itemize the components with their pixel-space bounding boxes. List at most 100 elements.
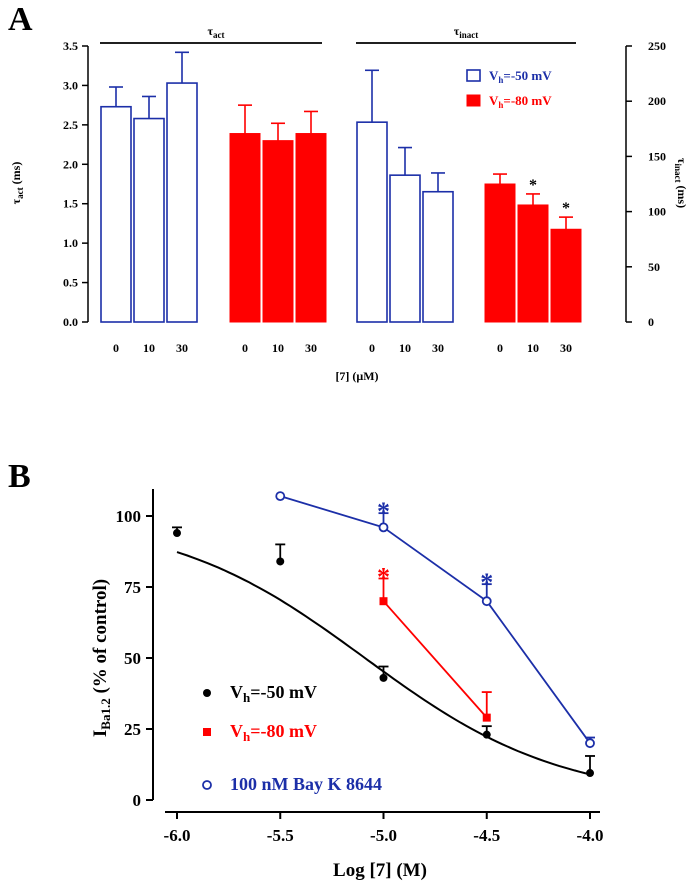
- b-x-tick-label: -4.0: [577, 826, 604, 845]
- data-point: [202, 780, 212, 790]
- legend-label-main: 100 nM Bay K 8644: [230, 774, 382, 794]
- panel-a-left-axis: 0.0 0.5 1.0 1.5 2.0 2.5 3.0 3.5: [63, 39, 89, 329]
- panel-b-xlabel: Log [7] (M): [333, 860, 427, 881]
- panel-a-left-ylabel: τact (ms): [9, 162, 25, 205]
- panel-b-y-ticks: 0 25 50 75 100: [116, 507, 153, 810]
- legend-label: Vh=-50 mV: [230, 682, 317, 705]
- a-left-tick-label: 0.0: [63, 315, 78, 329]
- a-xtick-label: 0: [497, 341, 503, 355]
- a-left-tick-label: 2.5: [63, 118, 78, 132]
- panel-a-legend: Vh=-50 mV Vh=-80 mV: [466, 68, 552, 110]
- a-left-tick-label: 0.5: [63, 276, 78, 290]
- legend-item: Vh=-80 mV: [203, 721, 317, 744]
- data-point: [173, 529, 181, 538]
- a-xtick-label: 10: [399, 341, 411, 355]
- legend-item-vh-50: Vh=-50 mV: [466, 68, 552, 85]
- b-y-tick-label: 50: [124, 649, 141, 668]
- panel-a: A 0.00.51.01.52.02.53.03.5 0501001502002…: [8, 1, 689, 383]
- a-xtick-label: 10: [527, 341, 539, 355]
- legend-swatch-filled: [466, 94, 481, 107]
- a-left-tick-label: 1.5: [63, 197, 78, 211]
- bar: [262, 140, 294, 323]
- a-right-tick-label: 0: [648, 315, 654, 329]
- b-x-tick-label: -5.0: [370, 826, 397, 845]
- b-x-tick-label: -5.5: [267, 826, 294, 845]
- bar: [389, 174, 421, 323]
- a-left-tick-label: 3.0: [63, 78, 78, 92]
- legend-label-main: V: [230, 682, 243, 702]
- legend-item-vh-80: Vh=-80 mV: [466, 93, 552, 110]
- significance-star: *: [529, 177, 537, 194]
- tau-act-group-label: τact: [207, 24, 224, 40]
- panel-b-plot: * * *: [172, 491, 595, 778]
- bar: [295, 133, 327, 323]
- legend-label-sub: h: [243, 690, 251, 705]
- significance-star: *: [562, 200, 570, 217]
- data-point: [378, 522, 389, 533]
- a-xtick-label: 0: [242, 341, 248, 355]
- a-xtick-label: 10: [272, 341, 284, 355]
- b-y-tick-label: 100: [116, 507, 142, 526]
- legend-label-vh-50: Vh=-50 mV: [489, 68, 552, 85]
- significance-star: *: [480, 568, 493, 597]
- significance-star: *: [377, 562, 390, 591]
- panel-b-letter: B: [8, 458, 31, 495]
- data-point: [482, 730, 491, 739]
- a-left-tick-label: 3.5: [63, 39, 78, 53]
- b-y-tick-label: 25: [124, 720, 141, 739]
- data-point: [586, 769, 594, 778]
- panel-a-right-ylabel: τinact (ms): [673, 158, 689, 208]
- a-xtick-label: 30: [560, 341, 572, 355]
- data-point: [276, 557, 285, 566]
- data-point: [379, 673, 388, 682]
- bar: [229, 133, 261, 323]
- panel-a-right-axis: 0 50 100 150 200 250: [625, 39, 666, 329]
- panel-a-letter: A: [8, 1, 33, 38]
- data-point: [203, 728, 211, 736]
- bar: [422, 190, 454, 323]
- bar: [356, 121, 388, 323]
- panel-a-xlabel: [7] (μM): [335, 369, 378, 383]
- a-left-tick-label: 1.0: [63, 236, 78, 250]
- legend-item: 100 nM Bay K 8644: [202, 774, 382, 794]
- a-right-tick-label: 250: [648, 39, 666, 53]
- a-right-tick-label: 50: [648, 260, 660, 274]
- series-line: [280, 495, 591, 744]
- a-xtick-label: 30: [305, 341, 317, 355]
- b-y-tick-label: 0: [133, 791, 142, 810]
- bar: [100, 105, 132, 323]
- legend-label-rest: =-80 mV: [250, 721, 317, 741]
- a-xtick-label: 10: [143, 341, 155, 355]
- panel-a-bars: **: [100, 51, 582, 323]
- a-right-tick-label: 200: [648, 94, 666, 108]
- panel-b: B 0 25 50 75 100 -6.0 -5.5 -5.0 -4.5 -4.0 IBa1.2…: [8, 458, 603, 881]
- data-point: [203, 689, 211, 697]
- legend-swatch-open: [466, 69, 481, 82]
- data-point: [481, 596, 492, 607]
- data-point: [482, 713, 491, 722]
- a-left-tick-label: 2.0: [63, 157, 78, 171]
- legend-label: Vh=-80 mV: [230, 721, 317, 744]
- panel-a-xtick-labels: 0 10 30 0 10 30 0 10 30 0 10 30: [113, 341, 572, 355]
- panel-b-ylabel: IBa1.2 (% of control): [90, 579, 113, 737]
- b-y-tick-label: 75: [124, 578, 141, 597]
- series-line: [382, 600, 488, 719]
- bar: [166, 82, 198, 323]
- a-xtick-label: 30: [432, 341, 444, 355]
- legend-label: 100 nM Bay K 8644: [230, 774, 382, 794]
- a-xtick-label: 30: [176, 341, 188, 355]
- data-point: [379, 597, 388, 606]
- bar: [484, 183, 516, 323]
- significance-star: *: [377, 497, 390, 526]
- a-xtick-label: 0: [369, 341, 375, 355]
- tau-inact-group-label: τinact: [454, 24, 479, 40]
- bar: [133, 117, 165, 323]
- panel-a-right-ticks: 0 50 100 150 200 250: [626, 39, 666, 329]
- legend-label-rest: =-50 mV: [250, 682, 317, 702]
- panel-a-left-ticks: 0.0 0.5 1.0 1.5 2.0 2.5 3.0 3.5: [63, 39, 88, 329]
- legend-label-main: V: [230, 721, 243, 741]
- b-x-tick-label: -4.5: [473, 826, 500, 845]
- data-point: [275, 491, 286, 502]
